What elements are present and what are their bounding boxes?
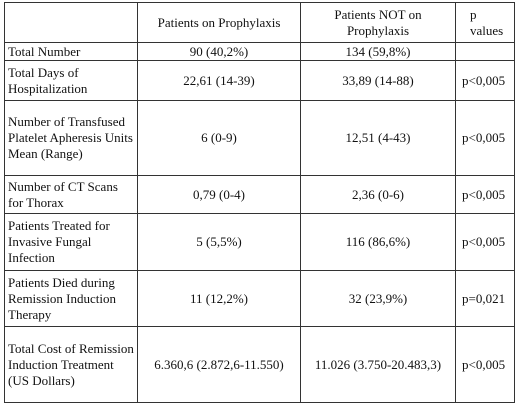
- cell-on-prophylaxis: 90 (40,2%): [137, 42, 301, 61]
- cell-not-on-prophylaxis: 11.026 (3.750-20.483,3): [300, 326, 456, 403]
- row-label: Number of Transfused Platelet Apheresis …: [4, 100, 138, 176]
- cell-p-value: [455, 42, 515, 61]
- row-label: Total Cost of Remission Induction Treatm…: [4, 326, 138, 403]
- header-p-values: p values: [455, 2, 515, 43]
- cell-on-prophylaxis: 0,79 (0-4): [137, 175, 301, 214]
- table-row: Number of CT Scans for Thorax 0,79 (0-4)…: [4, 175, 515, 214]
- cell-not-on-prophylaxis: 33,89 (14-88): [300, 60, 456, 101]
- cell-not-on-prophylaxis: 2,36 (0-6): [300, 175, 456, 214]
- cell-on-prophylaxis: 6 (0-9): [137, 100, 301, 176]
- table-row: Total Cost of Remission Induction Treatm…: [4, 326, 515, 403]
- cell-p-value: p<0,005: [455, 175, 515, 214]
- cell-p-value: p<0,005: [455, 213, 515, 271]
- header-on-prophylaxis: Patients on Prophylaxis: [137, 2, 301, 43]
- cell-p-value: p<0,005: [455, 326, 515, 403]
- cell-not-on-prophylaxis: 12,51 (4-43): [300, 100, 456, 176]
- header-not-on-prophylaxis: Patients NOT on Prophylaxis: [300, 2, 456, 43]
- table-row: Number of Transfused Platelet Apheresis …: [4, 100, 515, 176]
- row-label: Patients Treated for Invasive Fungal Inf…: [4, 213, 138, 271]
- row-label: Patients Died during Remission Induction…: [4, 270, 138, 327]
- header-empty-cell: [4, 2, 138, 43]
- cell-p-value: p=0,021: [455, 270, 515, 327]
- table-row: Total Number 90 (40,2%) 134 (59,8%): [4, 42, 515, 61]
- cell-not-on-prophylaxis: 32 (23,9%): [300, 270, 456, 327]
- cell-on-prophylaxis: 22,61 (14-39): [137, 60, 301, 101]
- cell-on-prophylaxis: 11 (12,2%): [137, 270, 301, 327]
- table-row: Patients Died during Remission Induction…: [4, 270, 515, 327]
- row-label: Total Number: [4, 42, 138, 61]
- table-row: Total Days of Hospitalization 22,61 (14-…: [4, 60, 515, 101]
- row-label: Number of CT Scans for Thorax: [4, 175, 138, 214]
- results-table: Patients on Prophylaxis Patients NOT on …: [4, 2, 515, 403]
- table-row: Patients Treated for Invasive Fungal Inf…: [4, 213, 515, 271]
- cell-p-value: p<0,005: [455, 100, 515, 176]
- cell-on-prophylaxis: 5 (5,5%): [137, 213, 301, 271]
- row-label: Total Days of Hospitalization: [4, 60, 138, 101]
- results-table-container: Patients on Prophylaxis Patients NOT on …: [4, 2, 515, 403]
- cell-on-prophylaxis: 6.360,6 (2.872,6-11.550): [137, 326, 301, 403]
- cell-not-on-prophylaxis: 134 (59,8%): [300, 42, 456, 61]
- cell-not-on-prophylaxis: 116 (86,6%): [300, 213, 456, 271]
- table-header-row: Patients on Prophylaxis Patients NOT on …: [4, 2, 515, 43]
- cell-p-value: p<0,005: [455, 60, 515, 101]
